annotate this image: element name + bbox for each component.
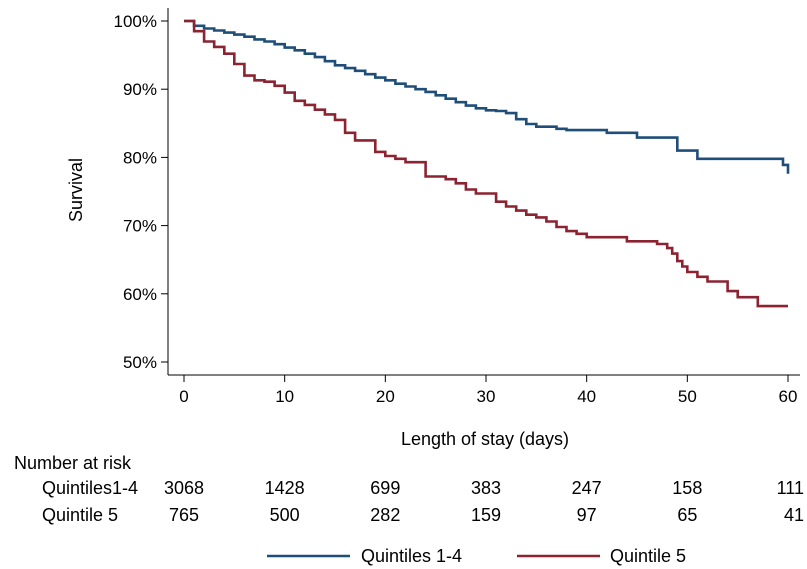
x-tick-label: 50 (678, 387, 697, 406)
risk-table: Number at risk Quintiles1-4 3068 1428 699 38… (14, 453, 804, 525)
y-tick-label: 90% (123, 80, 157, 99)
x-tick-label: 40 (577, 387, 596, 406)
risk-value: 111 (777, 478, 804, 498)
x-tick-label: 60 (779, 387, 798, 406)
legend-label: Quintile 5 (610, 546, 686, 566)
risk-value: 247 (572, 478, 602, 498)
risk-value: 97 (577, 505, 597, 525)
legend-label: Quintiles 1-4 (361, 546, 462, 566)
y-tick-label: 70% (123, 217, 157, 236)
risk-value: 383 (471, 478, 501, 498)
risk-value: 282 (370, 505, 400, 525)
x-axis-title: Length of stay (days) (401, 429, 569, 449)
x-tick-label: 30 (477, 387, 496, 406)
risk-table-title: Number at risk (14, 453, 132, 473)
y-tick-label: 60% (123, 285, 157, 304)
y-tick-label: 50% (123, 353, 157, 372)
legend: Quintiles 1-4 Quintile 5 (267, 546, 686, 566)
x-tick-label: 20 (376, 387, 395, 406)
risk-value: 65 (677, 505, 697, 525)
risk-value: 699 (370, 478, 400, 498)
x-tick-label: 10 (275, 387, 294, 406)
y-tick-label: 100% (114, 12, 157, 31)
risk-value: 159 (471, 505, 501, 525)
x-axis: 0 10 20 30 40 50 60 (168, 374, 800, 406)
y-axis: 50% 60% 70% 80% 90% 100% (114, 8, 169, 375)
risk-row-label: Quintiles1-4 (42, 478, 138, 498)
x-tick-label: 0 (179, 387, 188, 406)
risk-value: 158 (672, 478, 702, 498)
risk-value: 3068 (164, 478, 204, 498)
risk-value: 41 (784, 505, 804, 525)
risk-value: 500 (270, 505, 300, 525)
risk-value: 765 (169, 505, 199, 525)
y-tick-label: 80% (123, 148, 157, 167)
series-layer (184, 19, 790, 308)
series-line-quintile-5 (184, 19, 788, 308)
series-line-quintiles-1-4 (184, 19, 790, 174)
y-axis-title: Survival (66, 158, 86, 222)
risk-value: 1428 (265, 478, 305, 498)
risk-row-label: Quintile 5 (42, 505, 118, 525)
